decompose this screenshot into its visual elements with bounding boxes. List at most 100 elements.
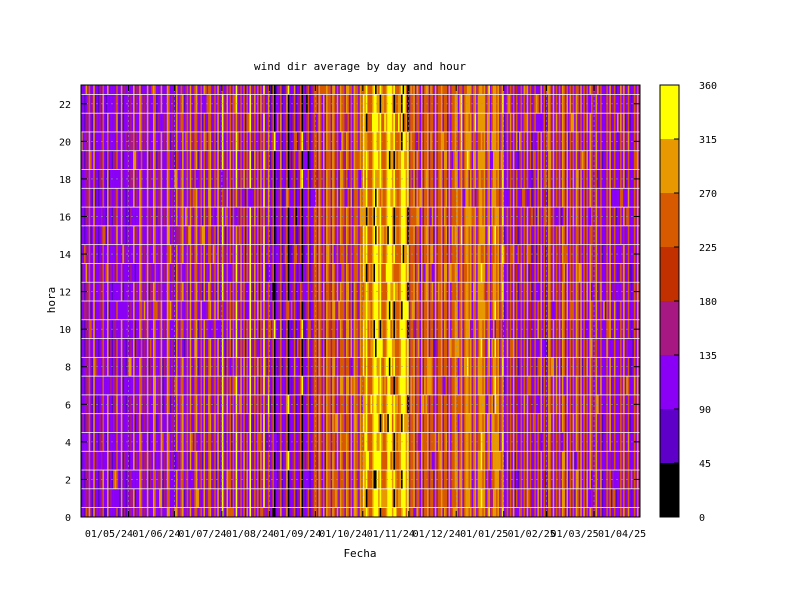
heatmap-cell <box>169 113 172 132</box>
heatmap-cell <box>224 85 227 94</box>
heatmap-cell <box>350 85 353 94</box>
heatmap-cell <box>114 151 117 170</box>
heatmap-cell <box>398 94 400 113</box>
heatmap-cell <box>373 320 376 339</box>
heatmap-cell <box>194 357 197 376</box>
heatmap-cell <box>139 169 142 188</box>
heatmap-cell <box>217 489 220 508</box>
heatmap-cell <box>235 376 238 395</box>
heatmap-cell <box>290 338 293 357</box>
heatmap-cell <box>177 113 180 132</box>
heatmap-cell <box>356 338 359 357</box>
heatmap-cell <box>394 301 397 320</box>
heatmap-cell <box>378 357 380 376</box>
heatmap-cell <box>347 188 350 207</box>
heatmap-cell <box>321 489 324 508</box>
heatmap-cell <box>102 301 105 320</box>
heatmap-cell <box>304 451 307 470</box>
heatmap-cell <box>330 489 333 508</box>
heatmap-cell <box>201 301 204 320</box>
heatmap-cell <box>221 376 224 395</box>
heatmap-cell <box>378 338 380 357</box>
heatmap-cell <box>197 85 200 94</box>
heatmap-cell <box>260 151 263 170</box>
heatmap-cell <box>376 263 379 282</box>
heatmap-cell <box>338 470 341 489</box>
heatmap-cell <box>122 489 125 508</box>
heatmap-cell <box>125 188 128 207</box>
heatmap-cell <box>123 169 126 188</box>
heatmap-cell <box>237 470 240 489</box>
heatmap-cell <box>272 226 275 245</box>
heatmap-cell <box>359 320 362 339</box>
heatmap-cell <box>156 489 158 508</box>
heatmap-cell <box>367 169 370 188</box>
heatmap-cell <box>396 226 399 245</box>
heatmap-cell <box>280 85 282 94</box>
heatmap-cell <box>117 470 120 489</box>
heatmap-cell <box>370 414 373 433</box>
heatmap-cell <box>362 470 365 489</box>
heatmap-cell <box>82 151 85 170</box>
heatmap-cell <box>238 338 241 357</box>
heatmap-cell <box>130 470 132 489</box>
chart-title: wind dir average by day and hour <box>254 60 466 73</box>
heatmap-cell <box>367 207 370 226</box>
heatmap-cell <box>152 508 155 517</box>
heatmap-cell <box>284 451 287 470</box>
heatmap-cell <box>197 207 200 226</box>
heatmap-cell <box>166 188 169 207</box>
heatmap-cell <box>280 301 282 320</box>
heatmap-cell <box>145 508 148 517</box>
heatmap-cell <box>362 188 365 207</box>
heatmap-cell <box>215 301 218 320</box>
heatmap-cell <box>117 151 120 170</box>
heatmap-cell <box>338 188 341 207</box>
heatmap-cell <box>345 414 348 433</box>
heatmap-cell <box>87 395 89 414</box>
heatmap-cell <box>221 85 224 94</box>
heatmap-cell <box>203 414 206 433</box>
heatmap-cell <box>292 207 295 226</box>
heatmap-cell <box>133 395 135 414</box>
heatmap-cell <box>382 188 385 207</box>
heatmap-cell <box>174 245 177 264</box>
heatmap-cell <box>195 508 198 517</box>
heatmap-cell <box>240 151 243 170</box>
heatmap-cell <box>223 188 226 207</box>
heatmap-cell <box>220 113 223 132</box>
heatmap-cell <box>168 470 171 489</box>
heatmap-cell <box>212 85 215 94</box>
heatmap-cell <box>180 85 183 94</box>
heatmap-cell <box>154 357 157 376</box>
heatmap-cell <box>113 263 115 282</box>
heatmap-cell <box>269 357 272 376</box>
heatmap-cell <box>339 301 342 320</box>
heatmap-cell <box>361 508 364 517</box>
heatmap-cell <box>263 414 266 433</box>
heatmap-cell <box>312 263 315 282</box>
heatmap-cell <box>224 263 227 282</box>
heatmap-cell <box>189 395 192 414</box>
heatmap-cell <box>122 188 125 207</box>
heatmap-cell <box>353 432 356 451</box>
heatmap-cell <box>324 451 327 470</box>
heatmap-cell <box>160 301 163 320</box>
heatmap-cell <box>228 432 230 451</box>
heatmap-cell <box>159 207 161 226</box>
heatmap-cell <box>142 207 145 226</box>
heatmap-cell <box>107 226 109 245</box>
heatmap-cell <box>113 169 115 188</box>
heatmap-cell <box>273 132 276 151</box>
heatmap-cell <box>157 226 160 245</box>
heatmap-cell <box>318 169 321 188</box>
heatmap-cell <box>333 301 336 320</box>
heatmap-cell <box>329 470 331 489</box>
heatmap-cell <box>319 508 322 517</box>
heatmap-cell <box>99 151 102 170</box>
heatmap-cell <box>292 451 295 470</box>
heatmap-cell <box>136 508 138 517</box>
heatmap-cell <box>378 376 380 395</box>
heatmap-cell <box>154 414 157 433</box>
heatmap-cell <box>203 226 206 245</box>
